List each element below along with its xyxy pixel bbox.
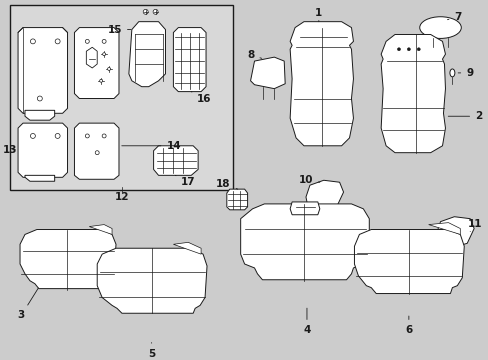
Text: 16: 16 [191, 91, 211, 104]
Text: 9: 9 [457, 68, 472, 78]
Circle shape [55, 39, 60, 44]
Text: 1: 1 [315, 8, 322, 22]
Circle shape [85, 39, 89, 43]
Circle shape [37, 96, 42, 101]
Circle shape [107, 67, 110, 71]
Polygon shape [289, 202, 319, 215]
Polygon shape [354, 230, 463, 293]
Polygon shape [428, 222, 459, 234]
Text: 10: 10 [298, 175, 319, 185]
Circle shape [95, 151, 99, 155]
Polygon shape [226, 189, 247, 210]
Text: 6: 6 [405, 316, 412, 335]
Circle shape [102, 134, 106, 138]
Polygon shape [129, 22, 165, 87]
Circle shape [397, 48, 400, 51]
Circle shape [100, 79, 102, 82]
Polygon shape [173, 28, 205, 91]
Text: 12: 12 [115, 192, 129, 202]
Polygon shape [25, 110, 55, 120]
Polygon shape [18, 123, 67, 177]
Circle shape [30, 39, 35, 44]
Text: 2: 2 [447, 111, 482, 121]
Text: 18: 18 [216, 179, 237, 189]
Polygon shape [74, 28, 119, 99]
Text: 8: 8 [247, 50, 261, 60]
Text: 13: 13 [2, 145, 17, 155]
Circle shape [85, 134, 89, 138]
Polygon shape [436, 217, 473, 248]
Text: 17: 17 [175, 175, 196, 187]
Polygon shape [380, 35, 445, 153]
Text: 14: 14 [122, 141, 181, 151]
Text: 11: 11 [468, 219, 482, 231]
Polygon shape [240, 204, 368, 280]
Polygon shape [305, 180, 343, 212]
Polygon shape [250, 57, 285, 89]
Polygon shape [289, 22, 353, 146]
Polygon shape [153, 146, 198, 175]
Circle shape [143, 9, 148, 14]
Text: 15: 15 [107, 24, 131, 35]
Text: 4: 4 [303, 308, 310, 335]
Text: 3: 3 [18, 288, 38, 320]
Text: 7: 7 [447, 12, 461, 22]
Circle shape [102, 53, 105, 56]
Circle shape [153, 9, 158, 14]
FancyBboxPatch shape [10, 5, 232, 190]
Polygon shape [97, 248, 206, 313]
Polygon shape [20, 230, 116, 289]
Text: 5: 5 [148, 343, 155, 359]
Polygon shape [173, 242, 201, 254]
Circle shape [102, 39, 106, 43]
Polygon shape [86, 47, 97, 68]
Circle shape [30, 134, 35, 138]
Polygon shape [74, 123, 119, 179]
Ellipse shape [449, 69, 454, 77]
Ellipse shape [419, 17, 460, 39]
Polygon shape [18, 28, 67, 113]
Circle shape [55, 134, 60, 138]
Polygon shape [89, 225, 112, 234]
Circle shape [416, 48, 419, 51]
Circle shape [407, 48, 409, 51]
Polygon shape [25, 175, 55, 181]
